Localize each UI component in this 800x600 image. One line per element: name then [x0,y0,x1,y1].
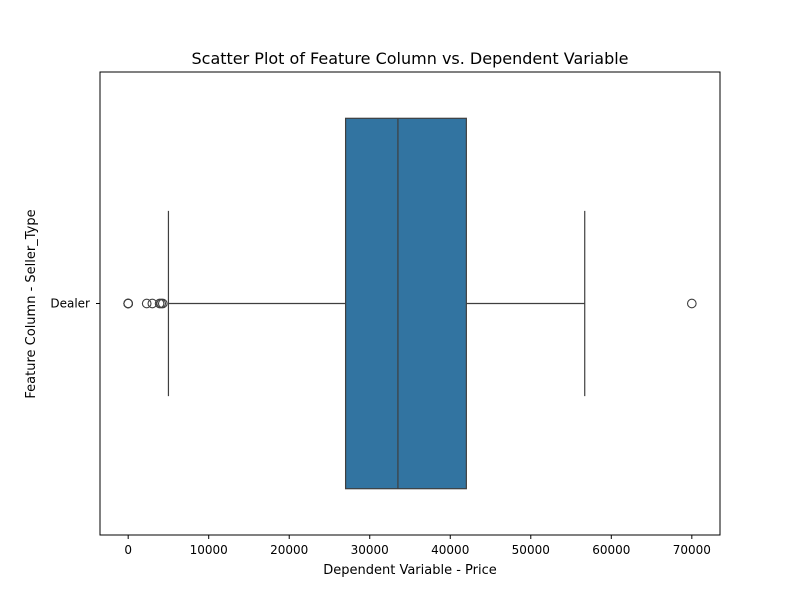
x-tick-label: 30000 [351,543,389,557]
outlier-point [686,298,697,309]
x-axis-ticks: 0 10000 20000 30000 40000 50000 60000 70000 [124,535,711,557]
chart-title: Scatter Plot of Feature Column vs. Depen… [191,49,628,68]
outlier-point [157,298,168,309]
iqr-box [344,117,467,490]
x-axis-label: Dependent Variable - Price [323,563,497,578]
x-tick-label: 50000 [512,543,550,557]
x-tick-label: 40000 [431,543,469,557]
x-tick-label: 20000 [270,543,308,557]
y-axis-label: Feature Column - Seller_Type [24,209,39,398]
x-tick-label: 0 [124,543,132,557]
box-dealer [123,117,697,490]
outlier-point [123,298,134,309]
x-tick-label: 70000 [673,543,711,557]
x-tick-label: 60000 [592,543,630,557]
y-tick-label: Dealer [50,297,90,311]
x-tick-label: 10000 [190,543,228,557]
y-axis-ticks: Dealer [50,297,100,311]
box-series [123,117,697,490]
outlier-point [141,298,152,309]
